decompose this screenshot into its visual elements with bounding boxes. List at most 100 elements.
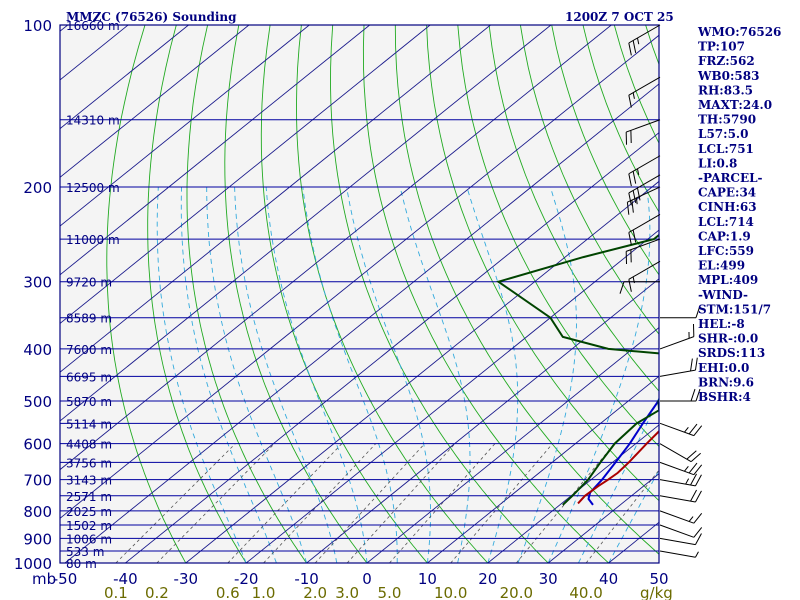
- index-line: CAP:1.9: [698, 229, 751, 243]
- index-line: BSHR:4: [698, 390, 751, 404]
- wind-barb: [659, 533, 702, 546]
- index-line: WB0:583: [697, 69, 759, 83]
- wind-barb: [659, 422, 703, 437]
- height-label: 80 m: [66, 557, 97, 571]
- temperature-tick-label: -50: [53, 570, 78, 588]
- index-line: -PARCEL-: [698, 171, 763, 185]
- pressure-tick-label: 500: [23, 393, 52, 411]
- height-label: 1006 m: [66, 532, 112, 546]
- height-label: 7600 m: [66, 343, 112, 357]
- wind-barb: [659, 443, 701, 463]
- isotherm: [60, 25, 371, 276]
- index-line: EHI:0.0: [698, 361, 749, 375]
- height-label: 5114 m: [66, 417, 112, 431]
- index-line: TH:5790: [698, 113, 756, 127]
- height-label: 5870 m: [66, 395, 112, 409]
- wind-barb: [626, 186, 661, 215]
- index-line: LCL:714: [698, 215, 754, 229]
- pressure-tick-label: 700: [23, 472, 52, 490]
- pressure-tick-label: 900: [23, 530, 52, 548]
- mixing-units-label: g/kg: [640, 584, 673, 600]
- isotherm: [60, 25, 491, 373]
- mixing-ratio-tick-label: 5.0: [378, 584, 402, 600]
- plot-frame: [59, 24, 660, 564]
- mixing-ratio-line: [389, 443, 496, 563]
- isotherm: [366, 326, 659, 563]
- wind-barb: [659, 461, 703, 476]
- pressure-tick-label: 200: [23, 179, 52, 197]
- temperature-tick-label: 30: [539, 570, 558, 588]
- plot-area: [60, 25, 659, 563]
- wind-barb: [659, 524, 703, 538]
- height-label: 3756 m: [66, 456, 112, 470]
- wind-barb: [619, 281, 660, 294]
- wind-barb: [659, 550, 699, 558]
- index-line: EL:499: [698, 259, 745, 273]
- pressure-tick-label: 600: [23, 436, 52, 454]
- wind-barb: [625, 238, 661, 265]
- index-line: CAPE:34: [698, 186, 756, 200]
- mixing-ratio-tick-label: 2.0: [303, 584, 327, 600]
- index-line: WMO:76526: [697, 25, 781, 39]
- mixing-ratio-tick-label: 3.0: [335, 584, 359, 600]
- mixing-ratio-tick-label: 40.0: [569, 584, 602, 600]
- mixing-ratio-tick-label: 0.1: [104, 584, 128, 600]
- height-label: 11000 m: [66, 233, 120, 247]
- isotherm: [64, 83, 659, 563]
- index-line: TP:107: [698, 40, 745, 54]
- index-line: LI:0.8: [698, 156, 737, 170]
- temperature-profile: [577, 429, 659, 505]
- isotherm: [60, 34, 659, 519]
- dewpoint-profile: [496, 233, 659, 506]
- temperature-tick-label: -20: [234, 570, 259, 588]
- height-label: 6695 m: [66, 370, 112, 384]
- index-line: FRZ:562: [698, 54, 755, 68]
- temperature-tick-label: -10: [294, 570, 319, 588]
- height-label: 533 m: [66, 545, 104, 559]
- temperature-tick-label: -30: [174, 570, 199, 588]
- temperature-tick-label: 50: [649, 570, 668, 588]
- index-line: LCL:751: [698, 142, 754, 156]
- stability-indices: WMO:76526TP:107FRZ:562WB0:583RH:83.5MAXT…: [697, 25, 781, 404]
- wind-barb: [659, 510, 703, 524]
- wind-barb: [659, 323, 695, 350]
- isotherm: [60, 25, 189, 130]
- mixing-ratio-line: [314, 443, 425, 563]
- isotherm: [125, 132, 659, 563]
- pressure-tick-label: 400: [23, 341, 52, 359]
- wind-barb: [659, 489, 702, 503]
- mixing-ratio-tick-label: 1.0: [252, 584, 276, 600]
- index-line: BRN:9.6: [698, 375, 754, 389]
- valid-time: 1200Z 7 OCT 25: [565, 10, 674, 24]
- mixing-ratio-line: [156, 443, 275, 563]
- mixing-ratio-line: [346, 443, 456, 563]
- index-line: -WIND-: [698, 288, 748, 302]
- pressure-tick-label: 1000: [14, 555, 52, 573]
- index-line: LFC:559: [698, 244, 754, 258]
- wind-barb: [628, 24, 661, 56]
- height-label: 12500 m: [66, 181, 120, 195]
- isotherm: [306, 278, 659, 563]
- height-label: 3143 m: [66, 474, 112, 488]
- temperature-tick-label: 0: [362, 570, 372, 588]
- wind-barb: [628, 76, 661, 108]
- mixing-ratio-line: [516, 443, 615, 563]
- isotherm: [60, 25, 310, 227]
- temperature-tick-label: 10: [418, 570, 437, 588]
- height-label: 8589 m: [66, 312, 112, 326]
- isotherm: [427, 375, 659, 563]
- index-line: L57:5.0: [698, 127, 748, 141]
- wind-barb: [660, 305, 701, 319]
- index-line: SHR-:0.0: [698, 332, 758, 346]
- pressure-tick-label: 300: [23, 274, 52, 292]
- mixing-ratio-line: [585, 469, 659, 563]
- height-label: 16660 m: [66, 19, 120, 33]
- mixing-ratio-line: [115, 443, 236, 563]
- wind-barb: [628, 174, 661, 206]
- isotherm: [60, 25, 552, 422]
- moist-adiabat: [608, 469, 659, 563]
- height-label: 2025 m: [66, 505, 112, 519]
- wind-barb: [625, 119, 661, 145]
- height-label: 14310 m: [66, 114, 120, 128]
